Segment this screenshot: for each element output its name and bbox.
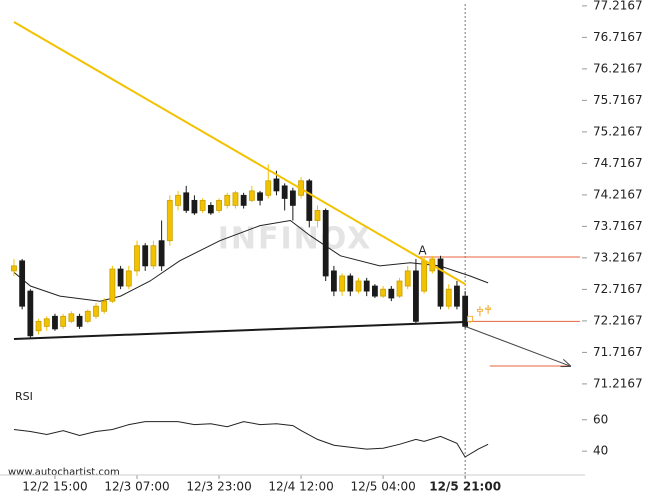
y-tick-label: 72.7167: [593, 282, 643, 296]
candle-body: [477, 308, 483, 312]
candle-body: [445, 288, 452, 307]
candle-body: [19, 260, 26, 307]
y-tick-label: 73.7167: [593, 219, 643, 233]
candle-body: [142, 245, 149, 267]
candle-body: [158, 240, 165, 267]
candle-body: [314, 210, 321, 221]
candle-body: [207, 204, 214, 214]
rsi-tick-label: 40: [593, 444, 608, 458]
trend-line: [13, 320, 466, 340]
candle-body: [281, 185, 288, 199]
candle-body: [43, 318, 50, 327]
y-tick-label: 76.2167: [593, 61, 643, 75]
x-tick-label: 12/5 04:00: [350, 480, 415, 494]
candle-body: [380, 288, 387, 297]
x-tick-label: 12/3 23:00: [186, 480, 251, 494]
rsi-title: RSI: [15, 390, 33, 403]
candle-body: [175, 194, 181, 206]
rsi-tick-label: 60: [593, 412, 608, 426]
candle-body: [125, 270, 132, 287]
trend-line: [464, 325, 570, 366]
candle-body: [347, 275, 354, 292]
candle-body: [76, 315, 83, 327]
candle-body: [199, 199, 206, 211]
candle-body: [273, 178, 280, 192]
candle-body: [363, 280, 370, 292]
rsi-line: [13, 421, 489, 458]
y-tick-label: 72.2167: [593, 313, 643, 327]
candle-body: [322, 210, 329, 277]
candle-body: [117, 268, 124, 287]
candle-body: [109, 268, 116, 302]
candle-body: [355, 280, 362, 292]
candle-body: [191, 199, 198, 214]
candle-body: [485, 307, 492, 310]
annotation: A: [418, 243, 427, 257]
candle-body: [68, 313, 75, 322]
candle-body: [372, 285, 378, 297]
candle-body: [396, 280, 403, 297]
y-tick-label: 73.2167: [593, 250, 643, 264]
trend-line: [13, 21, 466, 286]
y-tick-label: 71.7167: [593, 345, 643, 359]
candle-body: [388, 288, 395, 299]
watermark: INFINOX: [218, 222, 373, 257]
candle-body: [265, 180, 272, 196]
candle-body: [404, 270, 411, 287]
candle-body: [248, 190, 255, 201]
candle-body: [216, 199, 222, 211]
candle-body: [413, 270, 419, 322]
candle-body: [27, 290, 34, 337]
x-tick-label: 12/5 21:00: [429, 480, 501, 494]
x-tick-label: 12/2 15:00: [22, 480, 87, 494]
candle-body: [306, 180, 313, 221]
candle-body: [339, 275, 345, 292]
candle-body: [257, 192, 263, 201]
x-tick-label: 12/4 12:00: [268, 480, 333, 494]
candle-body: [150, 245, 157, 267]
y-tick-label: 74.7167: [593, 156, 643, 170]
candle-body: [101, 300, 108, 312]
y-tick-label: 75.7167: [593, 93, 643, 107]
candle-body: [240, 194, 247, 206]
candle-body: [454, 285, 460, 307]
x-tick-label: 12/3 07:00: [104, 480, 169, 494]
candle-body: [166, 199, 173, 242]
candle-body: [93, 305, 99, 317]
candle-body: [11, 265, 17, 272]
y-tick-label: 76.7167: [593, 30, 643, 44]
moving-average: [13, 219, 489, 302]
candle-body: [183, 192, 190, 211]
candle-body: [289, 190, 296, 206]
candle-body: [330, 270, 337, 292]
y-tick-label: 77.2167: [593, 0, 643, 12]
candle-body: [224, 194, 231, 206]
candle-body: [437, 258, 444, 307]
candle-body: [84, 310, 91, 322]
candle-body: [134, 245, 140, 272]
candle-body: [60, 315, 67, 327]
footer: www.autochartist.com: [8, 467, 120, 478]
candle-body: [421, 260, 428, 292]
y-tick-label: 71.2167: [593, 376, 643, 390]
y-tick-label: 74.2167: [593, 187, 643, 201]
candle-body: [35, 320, 42, 332]
candle-body: [232, 192, 239, 206]
candle-body: [52, 315, 58, 330]
candle-body: [467, 315, 473, 322]
y-tick-label: 75.2167: [593, 124, 643, 138]
